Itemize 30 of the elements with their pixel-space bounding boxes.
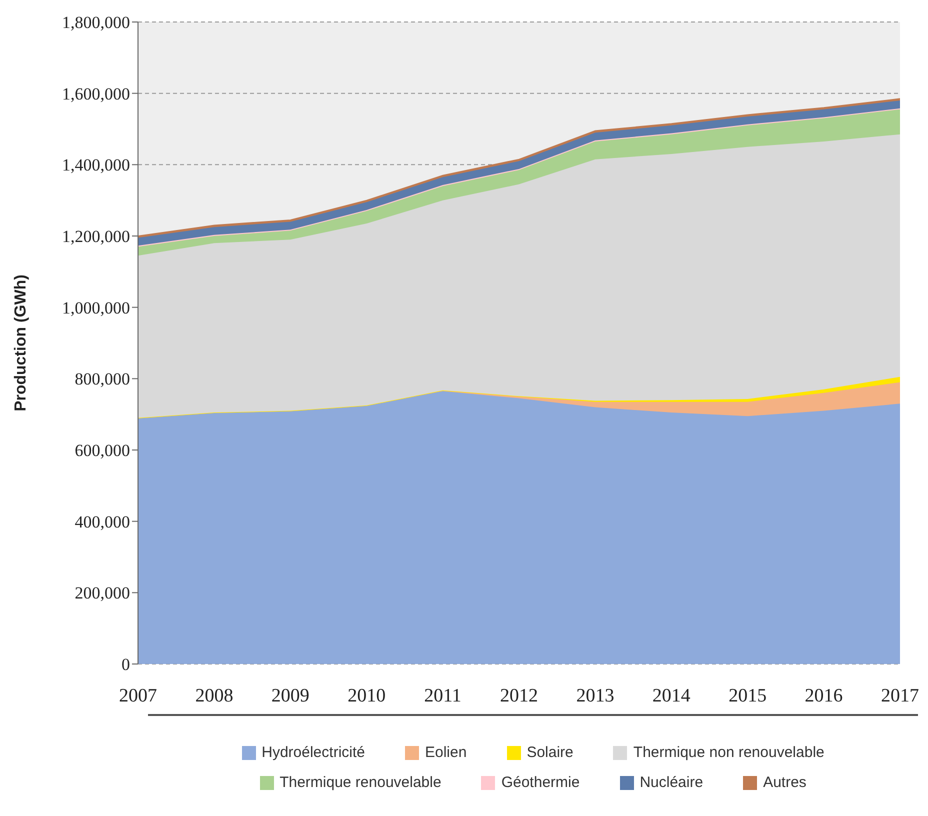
- x-tick-label: 2010: [348, 685, 386, 706]
- y-tick-label: 1,400,000: [62, 156, 130, 175]
- x-tick-label: 2013: [576, 685, 614, 706]
- x-tick-label: 2008: [195, 685, 234, 706]
- legend-label: Nucléaire: [638, 773, 704, 793]
- legend-label: Eolien: [424, 743, 467, 763]
- legend-label: Solaire: [526, 743, 574, 763]
- x-tick-label: 2012: [500, 685, 538, 706]
- y-tick-label: 1,600,000: [62, 84, 130, 104]
- x-tick-label: 2015: [728, 685, 767, 706]
- x-tick-label: 2017: [881, 685, 919, 706]
- y-tick-label: 400,000: [74, 512, 130, 532]
- x-tick-label: 2011: [424, 685, 462, 706]
- y-tick-label: 800,000: [74, 370, 130, 389]
- y-axis-title: Production (GWh): [12, 274, 30, 412]
- x-tick-label: 2016: [804, 685, 843, 706]
- y-tick-label: 0: [122, 655, 130, 674]
- y-tick-label: 1,200,000: [62, 227, 130, 246]
- legend-label: Thermique renouvelable: [278, 773, 442, 793]
- legend-label: Autres: [762, 773, 806, 793]
- y-tick-label: 600,000: [74, 441, 130, 460]
- x-tick-label: 2009: [271, 685, 310, 706]
- x-tick-label: 2014: [652, 685, 691, 706]
- y-tick-label: 1,800,000: [62, 13, 130, 32]
- legend-label: Géothermie: [500, 773, 580, 793]
- legend-label: Thermique non renouvelable: [632, 743, 824, 763]
- y-tick-label: 1,000,000: [62, 298, 130, 318]
- x-tick-label: 2007: [119, 685, 157, 706]
- legend-label: Hydroélectricité: [260, 743, 365, 763]
- y-tick-label: 200,000: [74, 584, 130, 603]
